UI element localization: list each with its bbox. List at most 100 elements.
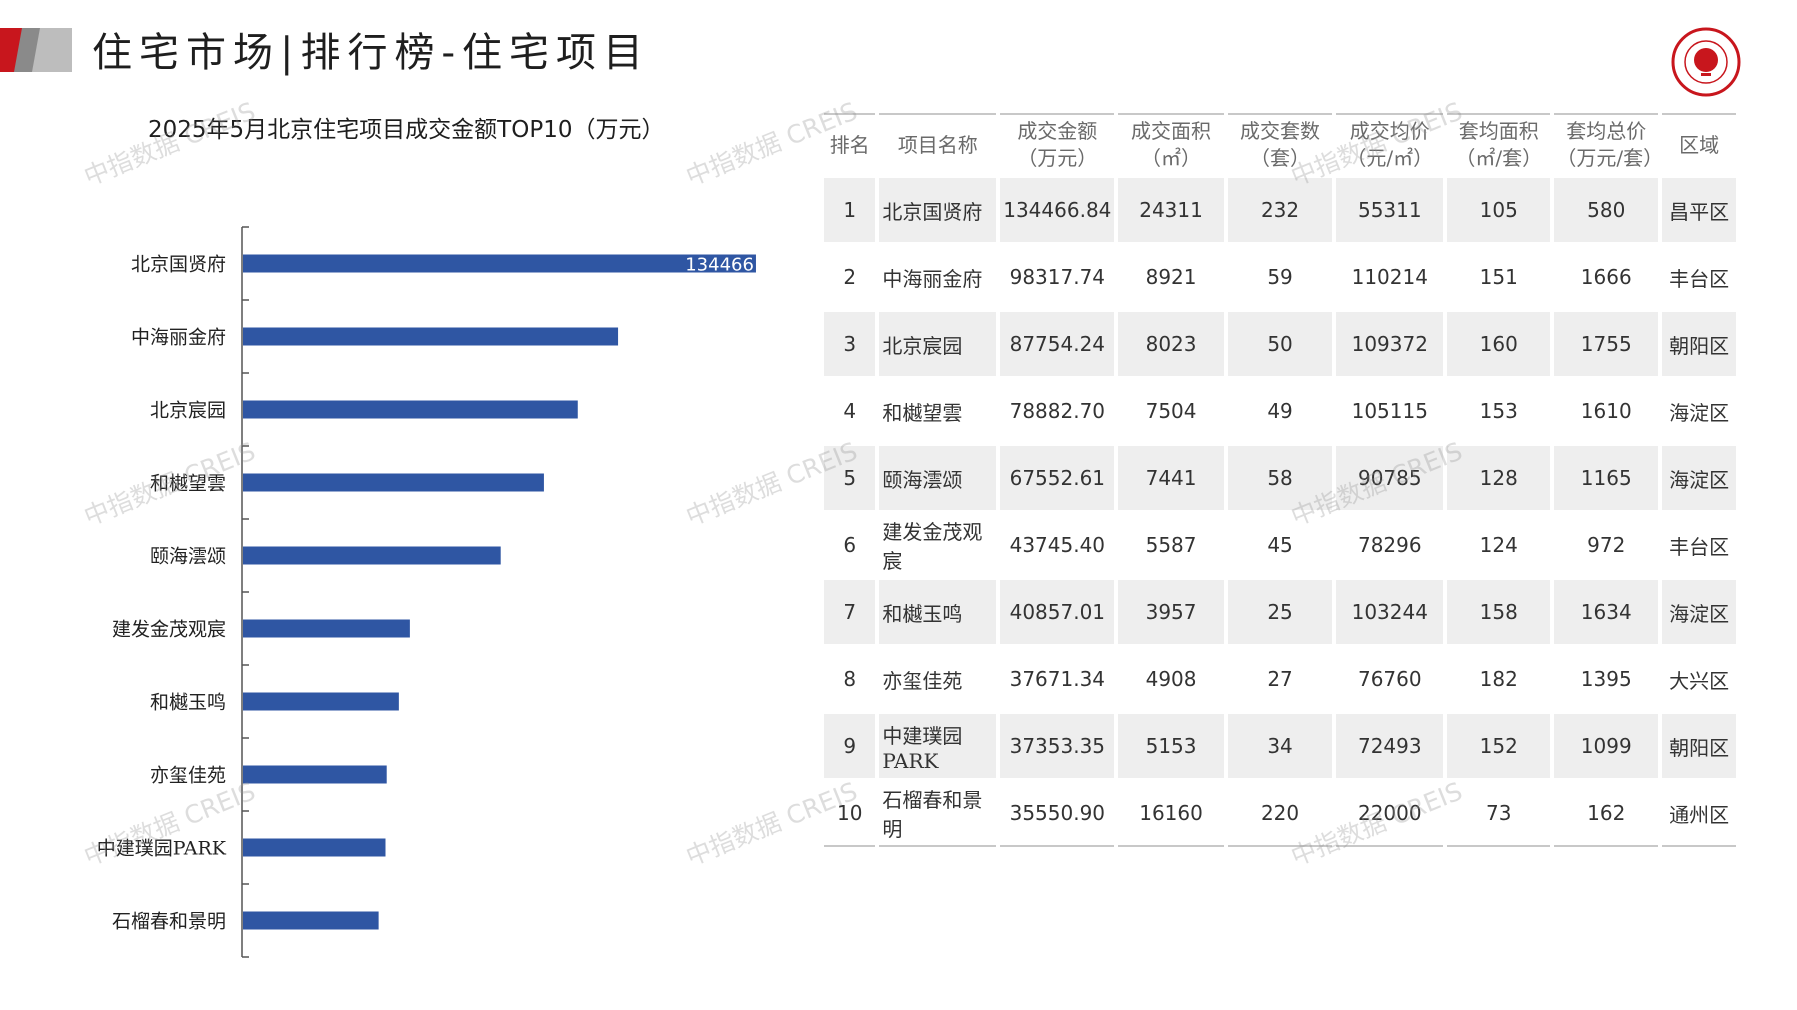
table-cell: 朝阳区 (1662, 714, 1736, 778)
table-cell: 109372 (1336, 312, 1444, 376)
table-cell: 8023 (1118, 312, 1224, 376)
table-cell: 7504 (1145, 399, 1197, 423)
y-tick-label: 中海丽金府 (131, 327, 226, 349)
table-cell: 1755 (1554, 312, 1659, 376)
table-cell: 105 (1447, 178, 1551, 242)
table-cell: 35550.90 (1000, 781, 1115, 847)
table-row: 8 亦玺佳苑 37671.34 4908 27 76760 182 1395 大兴区 (824, 647, 1736, 711)
table-cell: 153 (1479, 399, 1518, 423)
table-cell: 海淀区 (1669, 400, 1730, 425)
table-cell: 182 (1479, 667, 1518, 691)
table-cell: 大兴区 (1669, 668, 1730, 693)
table-cell: 90785 (1336, 446, 1444, 510)
table-cell: 8 (843, 667, 857, 691)
table-cell: 2 (843, 265, 857, 289)
table-cell: 10 (824, 781, 876, 847)
table-cell: 37671.34 (1009, 667, 1106, 691)
table-row: 1 北京国贤府 134466.84 24311 232 55311 105 580 昌平区 (824, 178, 1736, 242)
table-cell: 7441 (1118, 446, 1224, 510)
table-cell: 232 (1227, 178, 1333, 242)
column-header: 套均面积 （㎡/套） (1447, 113, 1551, 175)
table-cell: 9 (824, 714, 876, 778)
table-cell: 丰台区 (1669, 534, 1730, 559)
column-header-label: 成交面积 (1131, 119, 1212, 143)
table-cell: 972 (1587, 533, 1626, 557)
y-tick-label: 中建璞园PARK (97, 838, 227, 860)
table-cell: 5 (824, 446, 876, 510)
table-cell: 3957 (1118, 580, 1224, 644)
y-tick-label: 颐海澐颂 (150, 546, 226, 568)
ranking-table: 排名 项目名称 成交金额 （万元） 成交面积 （㎡） 成交套数 （套） 成交均价 （元/㎡） 套均面… (820, 110, 1740, 850)
table-cell: 和樾望雲 (882, 400, 963, 425)
table-cell: 124 (1479, 533, 1518, 557)
table-cell: 16160 (1118, 781, 1224, 847)
table-cell: 110214 (1351, 265, 1428, 289)
table-cell: 24311 (1118, 178, 1224, 242)
table-cell: 27 (1267, 667, 1293, 691)
table-cell: 丰台区 (1669, 266, 1730, 291)
table-cell: 134466.84 (1000, 178, 1115, 242)
bar (243, 911, 379, 930)
column-header-label: 项目名称 (897, 132, 978, 157)
bar (243, 400, 578, 419)
table-row: 2 中海丽金府 98317.74 8921 59 110214 151 1666 丰台区 (824, 245, 1736, 309)
table-cell: 通州区 (1662, 781, 1736, 847)
table-cell: 40857.01 (1000, 580, 1115, 644)
table-cell: 1634 (1554, 580, 1659, 644)
table-cell: 22000 (1336, 781, 1444, 847)
table-row: 7 和樾玉鸣 40857.01 3957 25 103244 158 1634 海淀区 (824, 580, 1736, 644)
column-header: 排名 (824, 113, 876, 175)
table-cell: 和樾玉鸣 (879, 580, 997, 644)
table-cell: 220 (1227, 781, 1333, 847)
bar-chart: 北京国贤府 134466 中海丽金府北京宸园和樾望雲颐海澐颂建发金茂观宸和樾玉鸣亦玺… (97, 226, 756, 958)
table-cell: 5153 (1118, 714, 1224, 778)
column-header: 成交面积 （㎡） (1118, 113, 1224, 175)
y-tick-label: 北京国贤府 (131, 254, 226, 276)
table-cell: 98317.74 (1009, 265, 1106, 289)
column-header-label: 套均面积 (1458, 119, 1539, 143)
table-cell: 72493 (1336, 714, 1444, 778)
table-cell: 1165 (1554, 446, 1659, 510)
column-header: 区域 (1662, 113, 1736, 175)
y-tick-label: 亦玺佳苑 (150, 765, 226, 787)
table-cell: 6 (843, 533, 857, 557)
table-cell: 45 (1267, 533, 1293, 557)
table-cell: 162 (1554, 781, 1659, 847)
column-header-unit: （套） (1250, 146, 1311, 170)
bar (243, 838, 386, 857)
table-header-row: 排名 项目名称 成交金额 （万元） 成交面积 （㎡） 成交套数 （套） 成交均价 （元/㎡） 套均面… (824, 113, 1736, 175)
bar (243, 473, 544, 492)
table-cell: 1610 (1580, 399, 1632, 423)
table-cell: 亦玺佳苑 (882, 668, 963, 693)
chart-title: 2025年5月北京住宅项目成交金额TOP10（万元） (148, 117, 665, 143)
table-cell: 78296 (1357, 533, 1422, 557)
table-cell: 建发金茂观宸 (882, 520, 983, 573)
table-row: 3 北京宸园 87754.24 8023 50 109372 160 1755 朝阳区 (824, 312, 1736, 376)
column-header-label: 套均总价 (1566, 119, 1647, 143)
table-cell: 石榴春和景明 (879, 781, 997, 847)
table-cell: 海淀区 (1662, 446, 1736, 510)
table-cell: 78882.70 (1009, 399, 1106, 423)
table-cell: 103244 (1336, 580, 1444, 644)
table-cell: 海淀区 (1662, 580, 1736, 644)
table-row: 9 中建璞园PARK 37353.35 5153 34 72493 152 1099 朝阳区 (824, 714, 1736, 778)
table-cell: 1 (824, 178, 876, 242)
bar (243, 692, 399, 711)
table-cell: 73 (1447, 781, 1551, 847)
table-cell: 50 (1227, 312, 1333, 376)
table-cell: 128 (1447, 446, 1551, 510)
table-cell: 8921 (1145, 265, 1197, 289)
y-tick-label: 北京宸园 (150, 400, 226, 422)
page-title: 住宅市场|排行榜-住宅项目 (92, 30, 650, 76)
bar (243, 254, 756, 273)
table-cell: 北京国贤府 (879, 178, 997, 242)
china-index-academy-seal-icon (1671, 27, 1741, 97)
table-cell: 580 (1554, 178, 1659, 242)
table-cell: 昌平区 (1662, 178, 1736, 242)
table-cell: 67552.61 (1000, 446, 1115, 510)
table-cell: 3 (824, 312, 876, 376)
column-header-label: 成交金额 (1017, 119, 1098, 143)
column-header-unit: （万元） (1017, 146, 1098, 170)
table-cell: 158 (1447, 580, 1551, 644)
table-row: 6 建发金茂观宸 43745.40 5587 45 78296 124 972 丰台区 (824, 513, 1736, 577)
